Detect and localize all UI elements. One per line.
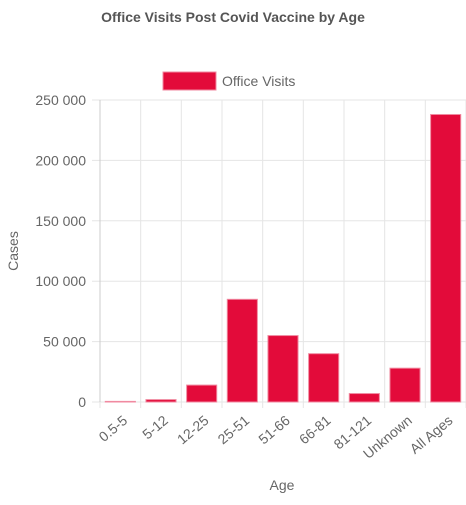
bar [348,393,380,403]
bar [430,113,462,403]
y-tick-label: 250 000 [35,92,86,108]
x-tick-label: 25-51 [215,412,253,447]
x-tick-label: 66-81 [296,412,334,447]
x-tick-label: 12-25 [174,412,212,447]
x-tick-label: 51-66 [255,412,293,447]
y-tick-label: 100 000 [35,273,86,289]
bar [308,353,340,403]
legend-swatch [162,71,217,91]
bar [186,384,218,403]
chart-title: Office Visits Post Covid Vaccine by Age [101,9,365,25]
y-tick-label: 150 000 [35,213,86,229]
x-tick-label: 0.5-5 [96,412,131,445]
bar [226,298,258,403]
bar [389,367,421,403]
x-tick-label: All Ages [407,412,456,457]
legend-label: Office Visits [222,73,295,89]
y-tick-label: 200 000 [35,152,86,168]
y-axis-label: Cases [5,231,21,271]
bar [104,400,136,403]
bar [145,399,177,403]
bar [267,335,299,403]
y-tick-label: 0 [78,394,86,410]
y-tick-label: 50 000 [43,334,86,350]
x-tick-label: 5-12 [139,412,171,442]
x-axis-label: Age [270,477,295,493]
